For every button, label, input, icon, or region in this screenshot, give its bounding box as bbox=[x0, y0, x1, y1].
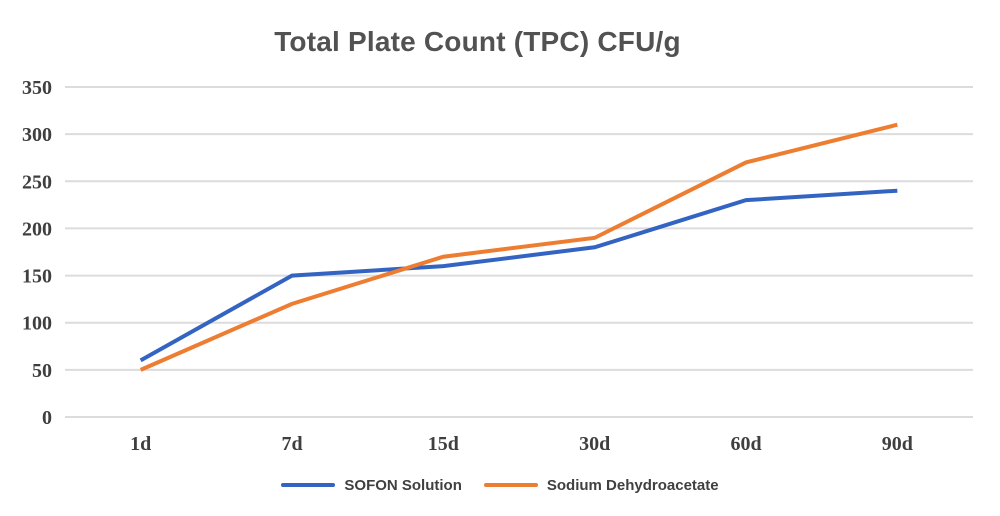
legend-item-sofon-solution: SOFON Solution bbox=[281, 477, 462, 494]
series-line-sodium-dehydroacetate bbox=[139, 122, 898, 372]
legend-item-sodium-dehydroacetate: Sodium Dehydroacetate bbox=[483, 476, 719, 494]
x-axis-tick-label: 7d bbox=[281, 433, 302, 455]
y-axis-tick-label: 350 bbox=[22, 77, 52, 99]
y-axis-tick-label: 250 bbox=[22, 171, 52, 193]
y-axis-tick-label: 150 bbox=[22, 266, 52, 288]
x-axis-tick-label: 30d bbox=[579, 433, 610, 455]
y-axis-tick-label: 200 bbox=[22, 218, 52, 240]
y-axis-tick-label: 100 bbox=[22, 313, 52, 335]
legend-line-swatch-blue bbox=[281, 483, 336, 487]
series-line-sofon-solution bbox=[139, 188, 898, 363]
y-axis-tick-label: 300 bbox=[22, 124, 52, 146]
x-axis-tick-label: 60d bbox=[730, 433, 761, 455]
x-axis-tick-label: 15d bbox=[428, 433, 459, 455]
chart-legend: SOFON Solution Sodium Dehydroacetate bbox=[0, 474, 1000, 496]
x-axis-tick-label: 90d bbox=[882, 433, 913, 455]
chart-title: Total Plate Count (TPC) CFU/g bbox=[274, 26, 681, 57]
legend-label: Sodium Dehydroacetate bbox=[546, 476, 719, 494]
legend-line-swatch-orange bbox=[483, 483, 538, 487]
x-axis-tick-label: 1d bbox=[130, 433, 151, 455]
y-axis-tick-label: 50 bbox=[32, 360, 52, 382]
y-axis-tick-label: 0 bbox=[42, 407, 52, 429]
legend-label: SOFON Solution bbox=[344, 476, 462, 494]
